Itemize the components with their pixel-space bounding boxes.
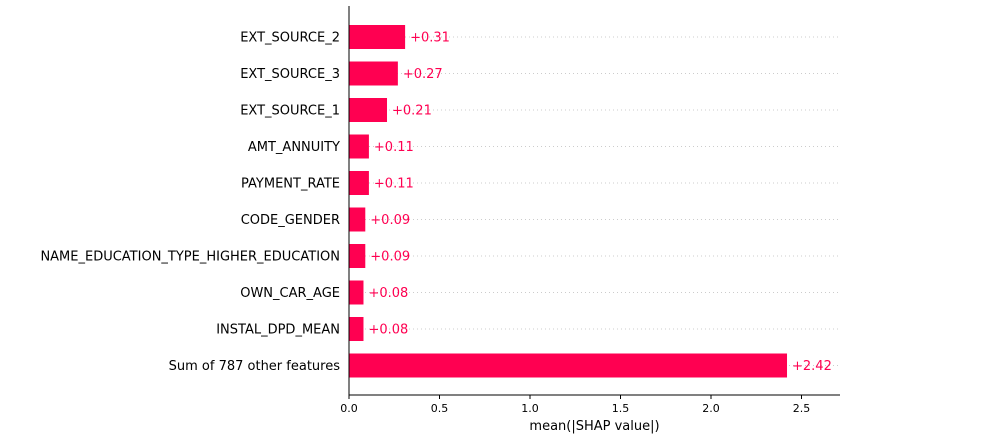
gridlines (349, 36, 840, 366)
bar-ext-source-1 (349, 98, 388, 122)
x-tick-label: 1.0 (521, 402, 539, 415)
x-tick-label: 2.5 (793, 402, 811, 415)
bar-name-education-type-higher-education (349, 244, 366, 268)
value-label: +0.09 (370, 250, 410, 265)
value-label: +0.27 (403, 67, 443, 82)
x-tick-label: 0.0 (340, 402, 358, 415)
bar-ext-source-3 (349, 61, 398, 86)
x-tick-label: 0.5 (431, 402, 449, 415)
bars (349, 25, 788, 378)
feature-label: PAYMENT_RATE (241, 177, 340, 192)
feature-label: Sum of 787 other features (169, 359, 341, 374)
feature-label: INSTAL_DPD_MEAN (216, 323, 340, 338)
bar-instal-dpd-mean (349, 317, 364, 341)
bar-ext-source-2 (349, 25, 406, 49)
value-label: +0.08 (368, 286, 408, 301)
bar-sum-of-787-other-features (349, 353, 788, 378)
x-axis-title: mean(|SHAP value|) (529, 419, 659, 434)
value-label: +0.11 (374, 140, 414, 155)
feature-labels: EXT_SOURCE_2 EXT_SOURCE_3 EXT_SOURCE_1 AMT_… (40, 31, 340, 375)
value-label: +0.31 (410, 31, 450, 46)
x-tick-label: 1.5 (612, 402, 630, 415)
value-labels: +0.31 +0.27 +0.21 +0.11 +0.11 +0.09 +0.09 +0.08… (368, 31, 831, 375)
feature-label: OWN_CAR_AGE (240, 286, 340, 301)
value-label: +0.11 (374, 177, 414, 192)
feature-label: CODE_GENDER (241, 213, 340, 228)
feature-label: NAME_EDUCATION_TYPE_HIGHER_EDUCATION (40, 250, 340, 265)
value-label: +0.09 (370, 213, 410, 228)
feature-label: EXT_SOURCE_2 (240, 31, 340, 46)
value-label: +0.21 (392, 104, 432, 119)
x-ticks: 0.0 0.5 1.0 1.5 2.0 2.5 (340, 395, 810, 415)
value-label: +2.42 (792, 359, 832, 374)
feature-label: EXT_SOURCE_1 (240, 104, 340, 119)
bar-own-car-age (349, 280, 364, 305)
feature-label: EXT_SOURCE_3 (240, 67, 340, 82)
bar-payment-rate (349, 171, 369, 195)
bar-code-gender (349, 207, 366, 232)
value-label: +0.08 (368, 323, 408, 338)
axes (348, 6, 840, 396)
feature-label: AMT_ANNUITY (248, 140, 340, 155)
x-tick-label: 2.0 (702, 402, 720, 415)
bar-amt-annuity (349, 134, 369, 159)
